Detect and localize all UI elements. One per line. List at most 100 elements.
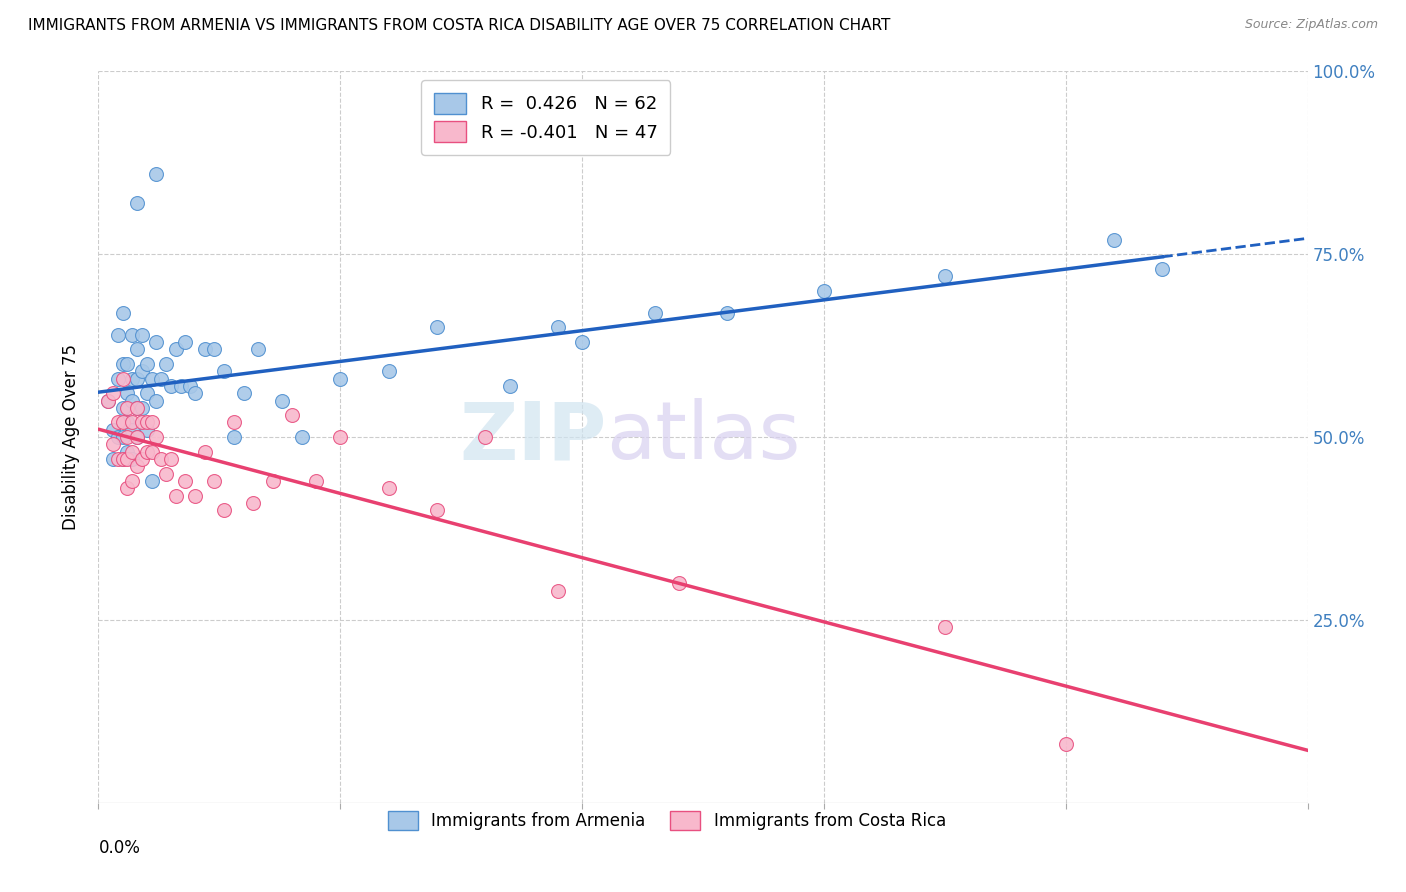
Point bbox=[145, 334, 167, 349]
Point bbox=[111, 401, 134, 415]
Point bbox=[111, 452, 134, 467]
Point bbox=[377, 364, 399, 378]
Point bbox=[247, 343, 270, 357]
Point bbox=[329, 371, 352, 385]
Legend: Immigrants from Armenia, Immigrants from Costa Rica: Immigrants from Armenia, Immigrants from… bbox=[380, 803, 955, 838]
Point bbox=[101, 452, 124, 467]
Point bbox=[141, 474, 163, 488]
Point bbox=[111, 306, 134, 320]
Point bbox=[121, 423, 143, 437]
Point bbox=[127, 430, 149, 444]
Point bbox=[107, 327, 129, 342]
Point bbox=[174, 474, 197, 488]
Point bbox=[127, 343, 149, 357]
Point bbox=[145, 430, 167, 444]
Text: ZIP: ZIP bbox=[458, 398, 606, 476]
Point bbox=[117, 452, 139, 467]
Point bbox=[121, 393, 143, 408]
Point bbox=[934, 269, 956, 284]
Point bbox=[135, 423, 157, 437]
Point bbox=[426, 503, 449, 517]
Point bbox=[179, 379, 201, 393]
Text: IMMIGRANTS FROM ARMENIA VS IMMIGRANTS FROM COSTA RICA DISABILITY AGE OVER 75 COR: IMMIGRANTS FROM ARMENIA VS IMMIGRANTS FR… bbox=[28, 18, 890, 33]
Point bbox=[141, 444, 163, 458]
Point bbox=[111, 371, 134, 385]
Point bbox=[145, 167, 167, 181]
Point bbox=[117, 357, 139, 371]
Text: atlas: atlas bbox=[606, 398, 800, 476]
Point bbox=[101, 437, 124, 451]
Point bbox=[101, 423, 124, 437]
Point bbox=[305, 474, 328, 488]
Text: 0.0%: 0.0% bbox=[98, 839, 141, 857]
Point bbox=[547, 583, 569, 598]
Point bbox=[813, 284, 835, 298]
Point bbox=[97, 393, 120, 408]
Point bbox=[184, 386, 207, 401]
Point bbox=[141, 371, 163, 385]
Point bbox=[131, 401, 153, 415]
Point bbox=[329, 430, 352, 444]
Point bbox=[121, 452, 143, 467]
Point bbox=[117, 386, 139, 401]
Point bbox=[1152, 261, 1174, 276]
Point bbox=[117, 401, 139, 415]
Point bbox=[160, 452, 183, 467]
Point bbox=[117, 416, 139, 430]
Point bbox=[150, 452, 173, 467]
Point bbox=[107, 371, 129, 385]
Point bbox=[242, 496, 264, 510]
Point bbox=[107, 430, 129, 444]
Point bbox=[131, 416, 153, 430]
Point bbox=[571, 334, 593, 349]
Point bbox=[934, 620, 956, 634]
Point bbox=[155, 357, 177, 371]
Point bbox=[131, 327, 153, 342]
Point bbox=[547, 320, 569, 334]
Point bbox=[127, 401, 149, 415]
Point bbox=[101, 386, 124, 401]
Point bbox=[131, 364, 153, 378]
Point bbox=[169, 379, 191, 393]
Point bbox=[1102, 233, 1125, 247]
Point bbox=[150, 371, 173, 385]
Point bbox=[117, 430, 139, 444]
Point bbox=[135, 357, 157, 371]
Point bbox=[127, 401, 149, 415]
Point bbox=[232, 386, 254, 401]
Point bbox=[165, 489, 187, 503]
Point bbox=[111, 452, 134, 467]
Point bbox=[204, 474, 226, 488]
Point bbox=[212, 503, 235, 517]
Point bbox=[121, 416, 143, 430]
Point bbox=[184, 489, 207, 503]
Point bbox=[426, 320, 449, 334]
Point bbox=[145, 393, 167, 408]
Point bbox=[107, 452, 129, 467]
Point bbox=[668, 576, 690, 591]
Point bbox=[117, 481, 139, 495]
Point bbox=[377, 481, 399, 495]
Point bbox=[474, 430, 496, 444]
Point bbox=[165, 343, 187, 357]
Point bbox=[111, 430, 134, 444]
Point bbox=[160, 379, 183, 393]
Point bbox=[212, 364, 235, 378]
Point bbox=[141, 416, 163, 430]
Point bbox=[111, 416, 134, 430]
Point bbox=[194, 444, 217, 458]
Text: Source: ZipAtlas.com: Source: ZipAtlas.com bbox=[1244, 18, 1378, 31]
Point bbox=[155, 467, 177, 481]
Point bbox=[262, 474, 284, 488]
Point bbox=[194, 343, 217, 357]
Point bbox=[271, 393, 294, 408]
Point bbox=[107, 416, 129, 430]
Point bbox=[127, 196, 149, 211]
Point bbox=[127, 430, 149, 444]
Point bbox=[127, 459, 149, 474]
Point bbox=[121, 327, 143, 342]
Point bbox=[135, 416, 157, 430]
Point bbox=[716, 306, 738, 320]
Point bbox=[117, 444, 139, 458]
Point bbox=[644, 306, 666, 320]
